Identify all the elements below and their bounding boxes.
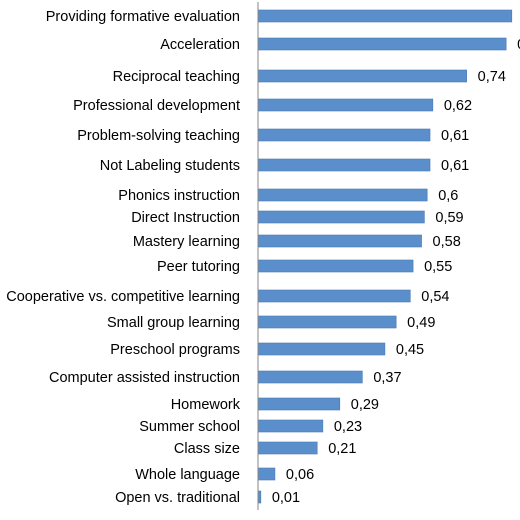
bar (257, 98, 434, 112)
bars-group (257, 9, 513, 504)
category-label: Whole language (135, 467, 240, 483)
value-label: 0,62 (444, 98, 472, 114)
category-label: Class size (174, 441, 240, 457)
bar (257, 158, 431, 172)
category-label: Cooperative vs. competitive learning (6, 289, 240, 305)
bar (257, 69, 467, 83)
value-label: 0,6 (438, 188, 458, 204)
bar (257, 9, 513, 23)
bar (257, 128, 431, 142)
category-label: Direct Instruction (131, 210, 240, 226)
value-label: 0,21 (328, 441, 356, 457)
category-label: Acceleration (160, 37, 240, 53)
value-label: 0,23 (334, 419, 362, 435)
bar (257, 234, 422, 248)
value-label: 0,74 (478, 69, 506, 85)
category-label: Peer tutoring (157, 259, 240, 275)
category-label: Small group learning (107, 315, 240, 331)
category-label: Professional development (73, 98, 240, 114)
value-label: 0,54 (421, 289, 449, 305)
bar (257, 37, 507, 51)
bar (257, 188, 428, 202)
category-label: Homework (171, 397, 241, 413)
bar (257, 441, 318, 455)
category-label: Phonics instruction (118, 188, 240, 204)
value-label: 0,58 (433, 234, 461, 250)
bar (257, 342, 386, 356)
bar (257, 397, 341, 411)
value-label: 0,37 (373, 370, 401, 386)
value-label: 0,01 (272, 490, 300, 506)
bar (257, 419, 324, 433)
bar (257, 259, 414, 273)
value-label: 0,59 (435, 210, 463, 226)
value-label: 0,29 (351, 397, 379, 413)
category-label: Problem-solving teaching (77, 128, 240, 144)
bar (257, 289, 411, 303)
category-label: Summer school (139, 419, 240, 435)
category-label: Mastery learning (133, 234, 240, 250)
bar (257, 315, 397, 329)
value-label: 0,45 (396, 342, 424, 358)
bar (257, 467, 276, 481)
value-label: 0,61 (441, 128, 469, 144)
category-label: Preschool programs (110, 342, 240, 358)
bar (257, 210, 425, 224)
bar (257, 370, 363, 384)
value-label: 0,88 (517, 37, 520, 53)
category-label: Not Labeling students (100, 158, 240, 174)
value-label: 0,06 (286, 467, 314, 483)
value-label: 0,61 (441, 158, 469, 174)
category-labels-group: Providing formative evaluation Accelerati… (6, 9, 240, 506)
value-labels-group: 0,90,880,740,620,610,610,60,590,580,550,… (272, 37, 520, 506)
value-label: 0,55 (424, 259, 452, 275)
category-label: Providing formative evaluation (46, 9, 240, 25)
category-label: Reciprocal teaching (113, 69, 240, 85)
category-label: Open vs. traditional (115, 490, 240, 506)
category-label: Computer assisted instruction (49, 370, 240, 386)
value-label: 0,49 (407, 315, 435, 331)
